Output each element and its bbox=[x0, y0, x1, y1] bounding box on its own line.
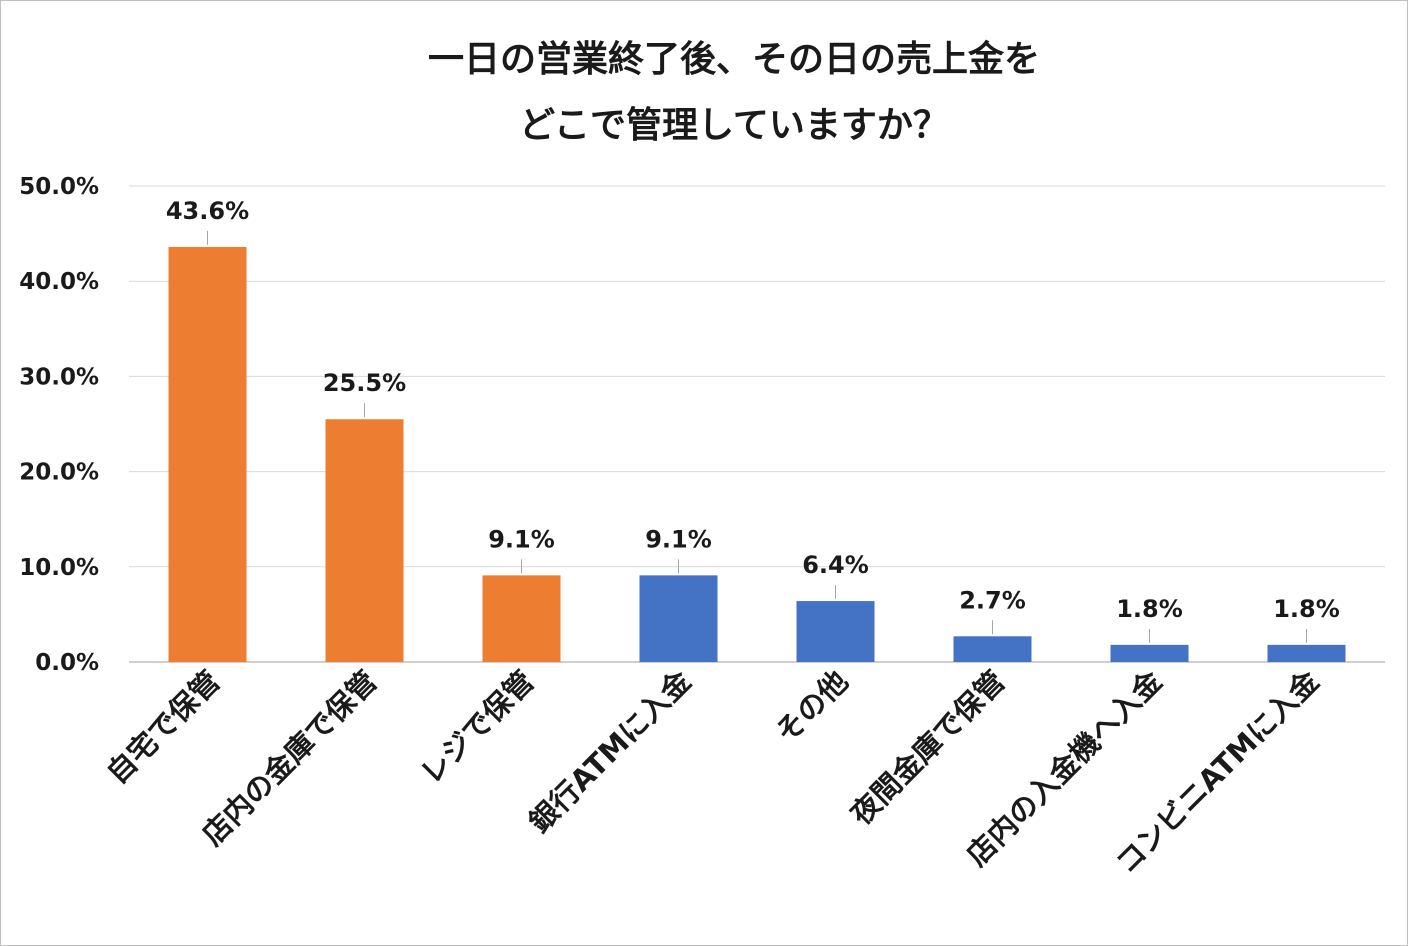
data-label: 9.1% bbox=[488, 525, 555, 553]
data-label: 9.1% bbox=[645, 525, 712, 553]
bar bbox=[1267, 644, 1346, 662]
data-label: 43.6% bbox=[166, 197, 249, 225]
data-label: 1.8% bbox=[1116, 595, 1183, 623]
bar bbox=[796, 601, 875, 662]
chart-title-line-2: どこで管理していますか？ bbox=[519, 105, 949, 146]
x-category-label: 自宅で保管 bbox=[100, 664, 227, 791]
chart-title: 一日の営業終了後、その日の売上金を どこで管理していますか？ bbox=[428, 38, 1040, 146]
chart-title-line-1: 一日の営業終了後、その日の売上金を bbox=[428, 38, 1040, 80]
data-labels: 43.6% 25.5% 9.1% 9.1% 6.4% 2.7% 1.8% 1.8% bbox=[166, 197, 1340, 623]
data-label: 2.7% bbox=[959, 586, 1026, 614]
data-label: 25.5% bbox=[323, 369, 406, 397]
bars bbox=[168, 246, 1346, 663]
x-category-label: 夜間金庫で保管 bbox=[843, 664, 1011, 832]
bar bbox=[1110, 644, 1189, 662]
y-tick-label: 0.0% bbox=[35, 650, 99, 676]
bar bbox=[639, 575, 718, 662]
data-label: 6.4% bbox=[802, 551, 869, 579]
y-tick-label: 30.0% bbox=[19, 364, 99, 390]
y-tick-label: 20.0% bbox=[19, 460, 99, 486]
bar bbox=[325, 419, 404, 662]
x-category-label: 店内の金庫で保管 bbox=[195, 664, 383, 852]
bar bbox=[168, 246, 247, 663]
x-category-label: 銀行ATMに入金 bbox=[522, 663, 698, 839]
x-category-label: その他 bbox=[769, 664, 855, 750]
bar bbox=[953, 636, 1032, 662]
y-tick-label: 50.0% bbox=[19, 174, 99, 200]
x-category-label: レジで保管 bbox=[414, 664, 541, 791]
bar bbox=[482, 575, 561, 662]
gridlines bbox=[129, 185, 1385, 663]
data-label-leaders bbox=[207, 230, 1307, 643]
y-axis-tick-labels: 0.0% 10.0% 20.0% 30.0% 40.0% 50.0% bbox=[19, 174, 99, 676]
y-tick-label: 10.0% bbox=[19, 555, 99, 581]
y-tick-label: 40.0% bbox=[19, 269, 99, 295]
data-label: 1.8% bbox=[1273, 595, 1340, 623]
